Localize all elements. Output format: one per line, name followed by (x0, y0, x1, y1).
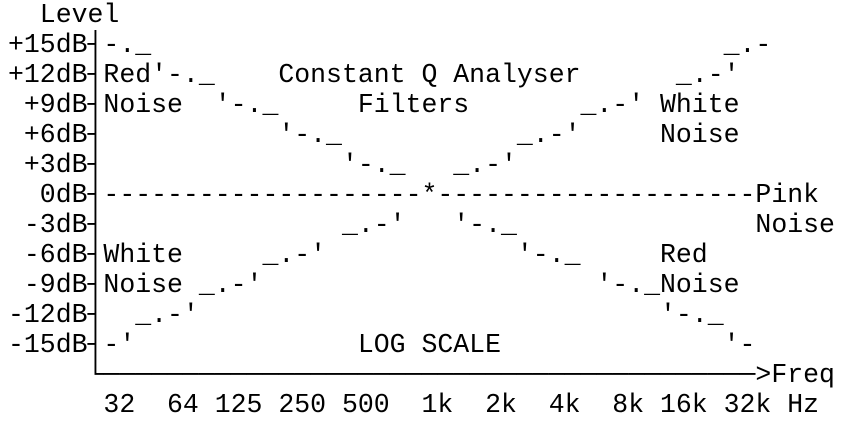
text-line: 0dB┤--------------------*---------------… (8, 180, 820, 210)
text-line: 32 64 125 250 500 1k 2k 4k 8k 16k 32k Hz (8, 390, 820, 420)
text-line: -9dB┤Noise _.-' '-._Noise (8, 270, 740, 300)
text-line: +12dB┤Red'-._ Constant Q Analyser _.-' (8, 60, 740, 90)
text-line: +9dB┤Noise '-._ Filters _.-' White (8, 90, 740, 120)
ascii-chart: Level +15dB┤-._ _.- +12dB┤Red'-._ Constant… (8, 0, 835, 420)
text-line: └───────────────────────────────────────… (8, 360, 835, 390)
text-line: +15dB┤-._ _.- (8, 30, 772, 60)
text-line: +3dB┤ '-._ _.-' (8, 150, 517, 180)
text-line: +6dB┤ '-._ _.-' Noise (8, 120, 740, 150)
text-line: Level (8, 0, 120, 30)
text-line: -3dB┤ _.-' '-._ Noise (8, 210, 835, 240)
text-line: -6dB┤White _.-' '-._ Red (8, 240, 708, 270)
text-line: -12dB┤ _.-' '-._ (8, 300, 724, 330)
text-line: -15dB┤-' LOG SCALE '- (8, 330, 756, 360)
